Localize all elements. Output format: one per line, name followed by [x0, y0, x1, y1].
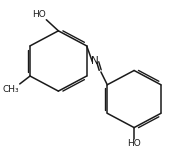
Text: HO: HO [32, 10, 45, 19]
Text: CH₃: CH₃ [2, 85, 19, 94]
Text: N: N [91, 56, 98, 66]
Text: HO: HO [127, 140, 141, 148]
